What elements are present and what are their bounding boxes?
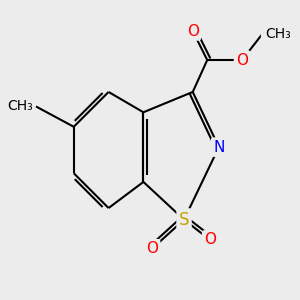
Text: S: S xyxy=(179,211,189,229)
Text: CH₃: CH₃ xyxy=(265,27,291,41)
Text: N: N xyxy=(213,140,224,154)
Text: CH₃: CH₃ xyxy=(8,100,33,113)
Text: O: O xyxy=(204,232,216,247)
Text: O: O xyxy=(236,52,248,68)
Text: O: O xyxy=(146,241,158,256)
Text: O: O xyxy=(262,26,274,41)
Text: O: O xyxy=(187,23,199,38)
